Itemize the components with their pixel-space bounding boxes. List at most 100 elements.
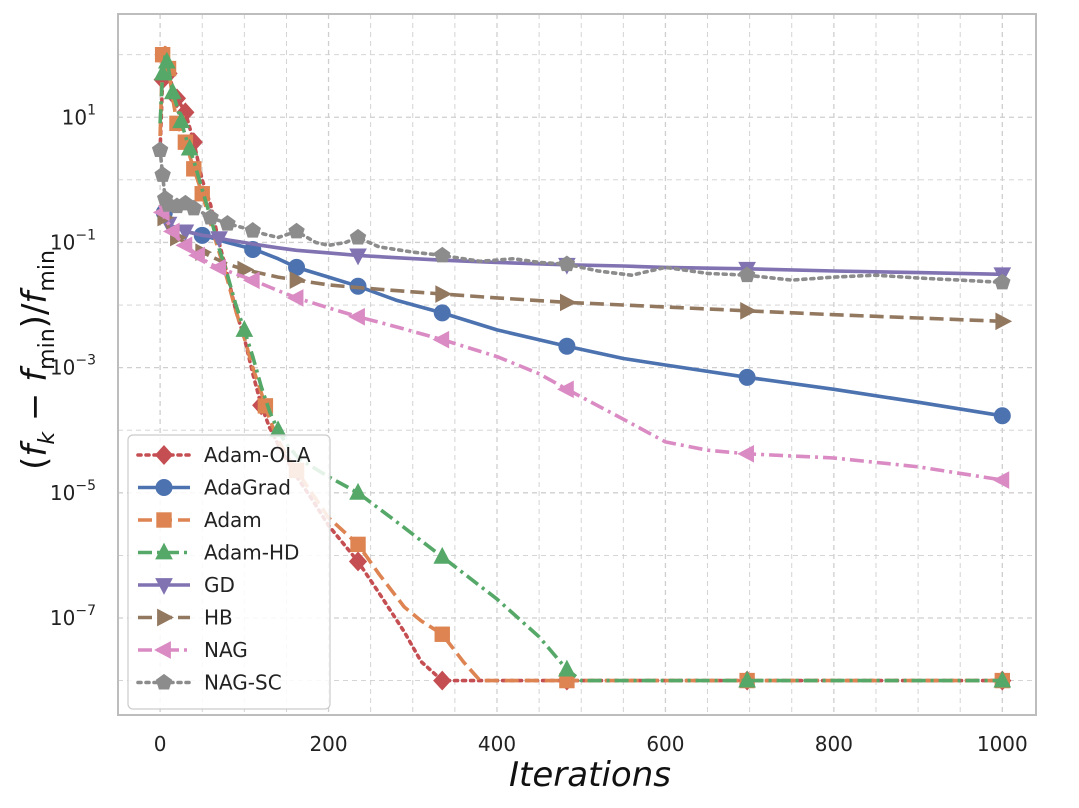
data-point-nag-sc <box>219 214 236 231</box>
data-point-nag-sc <box>349 228 367 245</box>
data-point-nag-sc <box>288 222 305 239</box>
data-point-nag <box>242 271 260 290</box>
legend-marker-gd <box>155 578 173 595</box>
legend-label-hb: HB <box>204 606 233 630</box>
legend-marker-nag-sc <box>155 673 173 690</box>
data-point-nag-sc <box>994 273 1011 290</box>
data-point-adam-hd <box>172 111 190 129</box>
legend-marker-adagrad <box>155 479 173 496</box>
legend-marker-nag <box>154 641 171 659</box>
y-axis-title: (fk − fmin)/fmin <box>15 250 60 470</box>
y-tick-label: 10−7 <box>50 603 96 630</box>
x-tick-label: 200 <box>309 732 347 756</box>
x-tick-label: 400 <box>478 732 516 756</box>
legend-marker-adam-ola <box>154 445 174 465</box>
series-nag <box>152 203 1010 489</box>
y-title-close: )/ <box>15 303 55 328</box>
data-point-adam-hd <box>163 82 182 100</box>
data-point-nag-sc <box>434 246 451 263</box>
y-title-open: ( <box>15 457 55 470</box>
data-point-adam-hd <box>153 63 172 81</box>
data-point-nag-sc <box>151 141 169 157</box>
legend-marker-adam <box>156 512 172 528</box>
data-point-adam-hd <box>349 482 367 500</box>
legend-label-adam-ola: Adam-OLA <box>204 443 311 467</box>
x-tick-label: 1000 <box>977 732 1028 756</box>
y-tick-label: 101 <box>62 102 96 129</box>
data-point-adam-hd <box>738 670 756 688</box>
legend-item-gd: GD <box>138 573 235 597</box>
data-point-hb <box>435 285 453 303</box>
legend-item-nag-sc: NAG-SC <box>136 671 282 695</box>
data-point-nag <box>992 471 1010 489</box>
data-point-nag-sc <box>185 199 202 216</box>
data-point-nag <box>209 258 226 277</box>
data-point-hb <box>237 260 255 279</box>
legend-label-adagrad: AdaGrad <box>204 476 291 500</box>
series-layer <box>151 45 1013 691</box>
legend-item-nag: NAG <box>138 638 248 662</box>
series-adagrad <box>155 198 1011 425</box>
data-point-nag <box>162 222 180 241</box>
data-point-adam-hd <box>158 51 176 69</box>
data-point-adagrad <box>738 368 756 386</box>
legend-marker-hb <box>157 608 174 627</box>
data-point-adam-hd <box>558 659 576 677</box>
y-title-sub3: min <box>35 250 60 292</box>
legend-label-gd: GD <box>204 573 235 597</box>
data-point-adagrad <box>558 337 576 355</box>
y-tick-label: 10−5 <box>50 478 96 505</box>
data-point-hb <box>740 301 757 320</box>
data-point-adam <box>350 536 366 553</box>
data-point-hb <box>289 271 307 289</box>
legend-label-adam-hd: Adam-HD <box>204 541 299 565</box>
y-tick-label: 10−1 <box>50 227 96 254</box>
plot-frame <box>117 13 1037 716</box>
data-point-nag-sc <box>244 222 261 238</box>
data-point-adam-hd <box>433 546 452 564</box>
data-point-adam-hd <box>180 138 199 156</box>
data-point-adam-hd <box>235 320 254 337</box>
y-tick-label: 10−3 <box>50 353 96 380</box>
data-point-nag-sc <box>154 166 171 182</box>
data-point-nag <box>432 330 450 349</box>
data-point-adam <box>434 626 450 642</box>
data-point-nag <box>348 307 365 326</box>
legend-item-adagrad: AdaGrad <box>138 476 291 500</box>
data-point-nag <box>175 236 193 255</box>
legend-marker-adam-hd <box>155 542 173 560</box>
legend-item-adam: Adam <box>138 508 262 532</box>
series-nag-sc <box>151 141 1011 290</box>
data-point-gd <box>349 248 367 266</box>
data-point-nag-sc <box>558 255 576 272</box>
legend-item-hb: HB <box>138 606 233 630</box>
x-tick-labels: 0 200 400 600 800 1000 <box>154 732 1028 756</box>
data-point-adagrad <box>993 407 1011 425</box>
legend-box <box>127 434 331 710</box>
data-point-gd <box>210 231 228 248</box>
data-point-adam-ola <box>433 670 452 691</box>
y-title-sub2: min <box>35 328 60 370</box>
data-point-gd <box>176 224 195 242</box>
data-point-nag <box>188 246 205 265</box>
data-point-hb <box>995 312 1013 331</box>
series-adam-hd <box>153 51 1012 688</box>
legend-label-nag: NAG <box>204 638 248 662</box>
legend-item-adam-hd: Adam-HD <box>138 541 299 565</box>
y-tick-labels: 101 10−1 10−3 10−5 10−7 <box>50 102 96 630</box>
data-point-nag <box>737 444 755 463</box>
data-point-nag <box>286 289 304 307</box>
data-point-hb <box>559 293 577 312</box>
data-point-adam-ola <box>348 551 368 572</box>
data-point-nag-sc <box>738 266 756 283</box>
series-line-nag <box>158 204 1003 482</box>
x-tick-label: 0 <box>154 732 167 756</box>
series-line-adam-hd <box>158 52 1003 683</box>
legend: Adam-OLA AdaGrad Adam Adam-HD GD HB NAG NAG-SC <box>127 434 331 710</box>
series-line-hb <box>158 204 1003 324</box>
data-point-nag <box>557 380 574 399</box>
x-tick-label: 800 <box>815 732 853 756</box>
data-point-adam-hd <box>993 670 1012 688</box>
y-title-sub1: k <box>35 431 60 445</box>
